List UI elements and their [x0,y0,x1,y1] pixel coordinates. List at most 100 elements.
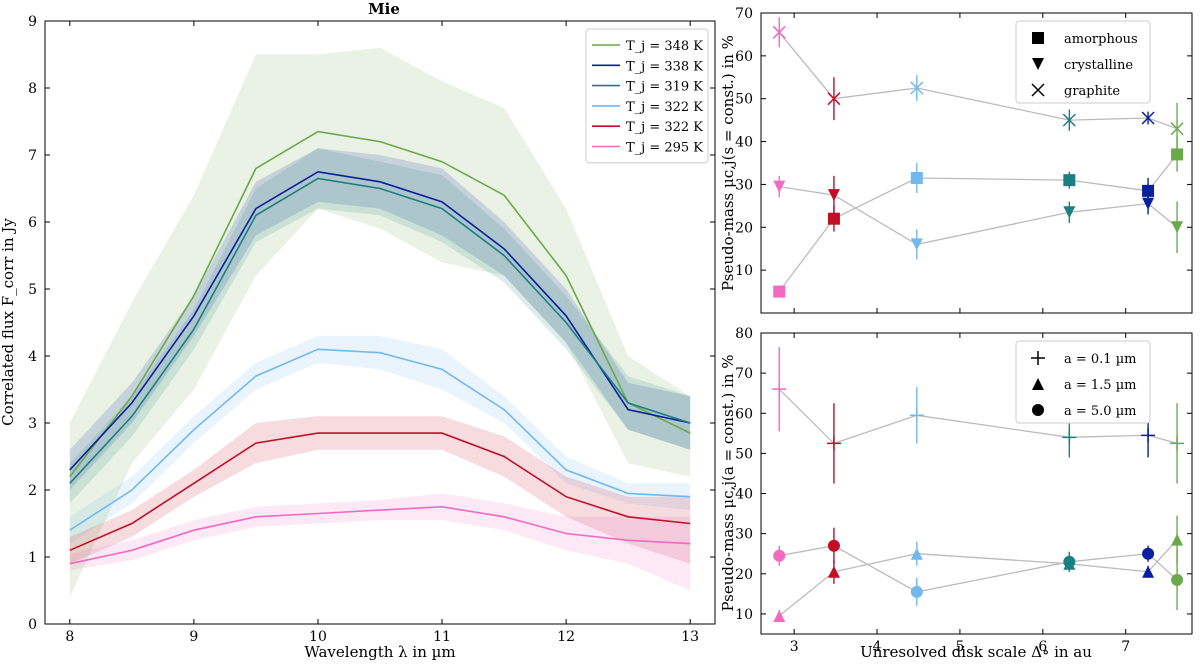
data-point [910,547,923,560]
series-line [69,130,691,478]
legend-label: T_j = 295 K [626,141,703,156]
data-point [1142,197,1155,210]
top-right-plot-frame [760,12,1193,314]
data-point [772,382,787,397]
y-tick-label: 6 [28,215,37,231]
y-tick-label: 70 [735,6,753,22]
data-point [1142,547,1155,560]
y-tick-label: 8 [28,81,37,97]
data-point [1142,184,1155,197]
data-point [1063,206,1076,219]
data-point [773,285,786,298]
data-point [910,172,923,184]
x-tick-label: 9 [189,629,198,645]
data-point [1171,533,1184,546]
y-tick-label: 50 [735,446,753,462]
y-tick-label: 10 [735,607,753,623]
y-tick-label: 60 [735,406,753,422]
data-point [910,238,923,251]
left-y-ticks: 0 1 2 3 4 5 6 7 8 9 [28,14,715,633]
bottom-right-x-axis-label: Unresolved disk scale Δ∘ in au [860,643,1092,661]
top-right-x-ticks [793,13,1127,313]
y-tick-label: 70 [735,366,753,382]
legend-label: a = 5.0 µm [1064,404,1137,419]
y-tick-label: 20 [735,567,753,583]
data-point [773,180,786,193]
data-point [827,565,840,578]
bottom-right-plot-frame [760,332,1193,635]
data-point [909,408,924,423]
bottom-right-x-ticks: 3 4 5 6 7 [790,333,1130,655]
data-point [1171,221,1184,234]
data-point [1063,555,1076,568]
x-tick-label: 11 [433,629,451,645]
data-point [1062,430,1077,445]
series-line [69,177,691,484]
data-point [1031,83,1045,97]
x-tick-label: 8 [65,629,74,645]
legend-label: a = 1.5 µm [1064,378,1137,393]
series-connector [779,185,1178,246]
legend-label: crystalline [1064,58,1133,73]
left-series-lines [69,130,691,565]
left-chart-title: Mie [368,0,400,18]
top-right-panel: 10 20 30 40 50 60 70 Pseudo-mass μᴄ,j(s = cons… [719,6,1193,314]
series-line [69,348,691,531]
data-point [1031,351,1045,365]
legend-label: T_j = 319 K [626,80,703,95]
x-tick-label: 10 [309,629,327,645]
y-tick-label: 3 [28,416,37,432]
x-tick-label: 6 [1038,639,1047,655]
x-tick-label: 4 [873,639,882,655]
y-tick-label: 10 [735,263,753,279]
data-point [1063,174,1076,187]
legend-label: a = 0.1 µm [1064,352,1137,367]
x-tick-label: 5 [955,639,964,655]
data-point [1032,32,1044,44]
x-tick-label: 3 [790,639,799,655]
error-band [69,148,691,504]
legend-label: T_j = 348 K [626,39,703,54]
data-point [1032,404,1044,416]
series-line [69,170,691,471]
top-right-y-axis-label: Pseudo-mass μᴄ,j(s = const.) in % [719,35,737,291]
error-band [69,416,691,564]
error-band [69,47,691,598]
series-line [69,432,691,552]
x-tick-label: 13 [681,629,699,645]
x-tick-label: 7 [1121,639,1130,655]
data-point [1170,436,1185,451]
data-point [1171,573,1184,586]
legend-box [585,28,709,164]
data-point [827,212,840,225]
bottom-right-panel: 3 4 5 6 7 10 20 30 40 50 60 70 80 Unresolved disk s… [719,326,1193,661]
y-tick-label: 50 [735,92,753,108]
data-point [773,549,786,562]
legend-label: amorphous [1064,32,1138,47]
left-x-axis-label: Wavelength λ in µm [304,643,455,661]
y-tick-label: 4 [28,349,37,365]
y-tick-label: 60 [735,49,753,65]
y-tick-label: 9 [28,14,37,30]
legend-label: T_j = 338 K [626,59,703,74]
error-band [69,335,691,544]
data-point [1032,378,1044,390]
legend-label: graphite [1064,84,1120,99]
bottom-right-legend: a = 0.1 µm a = 1.5 µm a = 5.0 µm [1015,340,1151,424]
left-y-axis-label: Correlated flux F_corr in Jy [0,218,17,426]
y-tick-label: 40 [735,135,753,151]
legend-box [1015,20,1151,104]
legend-label: T_j = 322 K [626,100,703,115]
series-connector [778,31,1178,130]
error-band [69,493,691,591]
data-point [827,539,840,552]
y-tick-label: 7 [28,148,37,164]
series-connector [778,539,1178,617]
data-point [1142,565,1155,578]
data-point [910,81,924,95]
top-right-series [772,17,1184,298]
bottom-right-series [772,347,1185,622]
legend-label: T_j = 322 K [626,120,703,135]
